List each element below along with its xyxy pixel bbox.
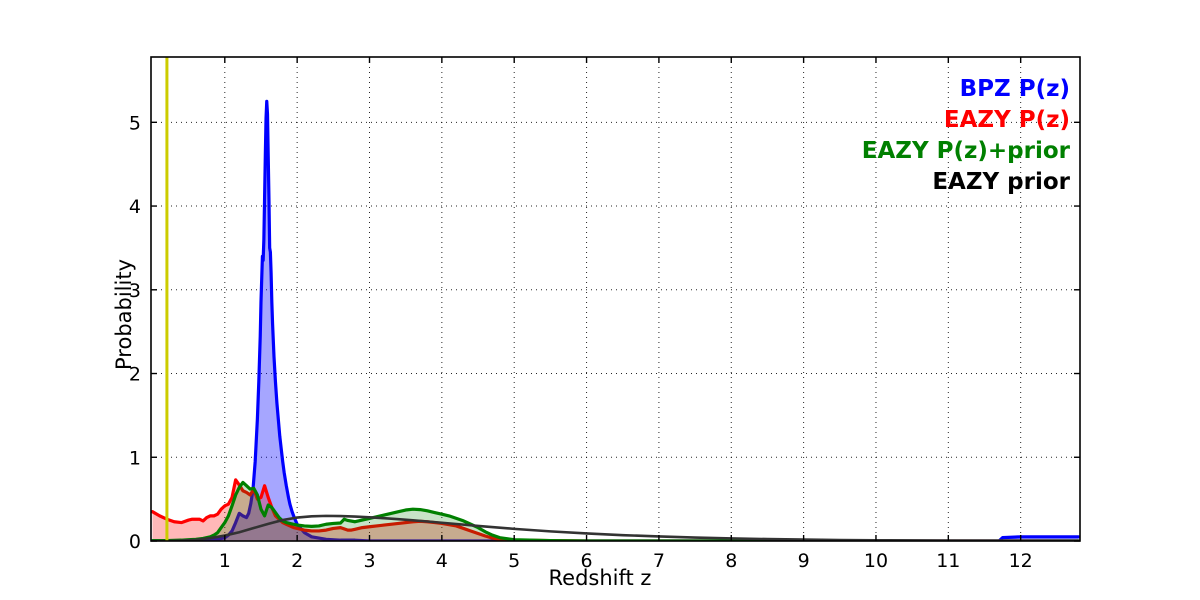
- legend-item-eazy-pz: EAZY P(z): [943, 107, 1070, 133]
- series-line-2: [151, 480, 1080, 541]
- legend-item-eazy-prior: EAZY prior: [932, 169, 1070, 195]
- svg-text:3: 3: [363, 550, 375, 572]
- svg-text:9: 9: [798, 550, 810, 572]
- svg-text:6: 6: [581, 550, 593, 572]
- legend: BPZ P(z) EAZY P(z) EAZY P(z)+prior EAZY …: [862, 78, 1070, 202]
- legend-item-bpz-pz: BPZ P(z): [959, 76, 1070, 102]
- svg-text:2: 2: [129, 364, 141, 386]
- series-fill-2: [152, 482, 1079, 541]
- series-line-1: [151, 478, 1080, 541]
- svg-text:10: 10: [864, 550, 888, 572]
- x-axis-label: Redshift z: [548, 566, 652, 590]
- svg-text:12: 12: [1009, 550, 1033, 572]
- svg-text:0: 0: [129, 531, 141, 553]
- svg-text:1: 1: [219, 550, 231, 572]
- svg-text:5: 5: [129, 112, 141, 134]
- svg-text:11: 11: [936, 550, 960, 572]
- svg-text:8: 8: [725, 550, 737, 572]
- y-axis-label: Probability: [112, 258, 136, 370]
- svg-text:2: 2: [291, 550, 303, 572]
- svg-text:5: 5: [508, 550, 520, 572]
- data-series-layer: [151, 99, 1080, 541]
- legend-item-eazy-pz-prior: EAZY P(z)+prior: [861, 138, 1070, 164]
- gridlines: [151, 57, 1080, 541]
- svg-text:4: 4: [436, 550, 448, 572]
- svg-text:3: 3: [129, 280, 141, 302]
- series-line-3: [151, 514, 1080, 541]
- series-line-0: [151, 99, 1080, 541]
- svg-text:7: 7: [653, 550, 665, 572]
- svg-text:4: 4: [129, 196, 141, 218]
- plot-frame: [150, 56, 1081, 542]
- svg-text:1: 1: [129, 447, 141, 469]
